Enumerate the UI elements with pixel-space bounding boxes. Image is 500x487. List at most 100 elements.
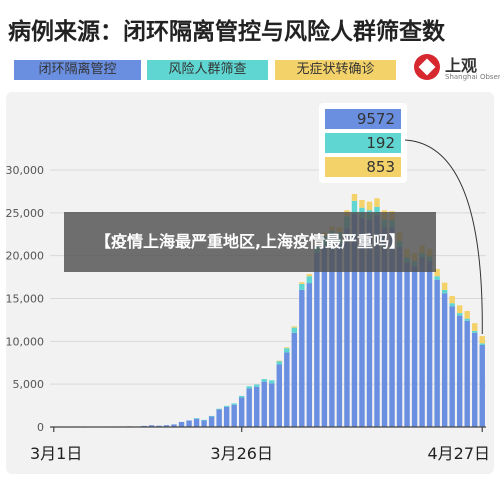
bar-segment xyxy=(246,386,252,389)
bar-segment xyxy=(434,279,440,427)
bar-segment xyxy=(374,206,380,216)
bar-segment xyxy=(456,305,463,314)
y-tick-label: 30,000 xyxy=(6,164,45,177)
y-tick-label: 25,000 xyxy=(6,207,45,220)
bar-segment xyxy=(464,310,470,319)
y-tick-label: 10,000 xyxy=(6,335,45,348)
bar-segment xyxy=(291,332,298,427)
bar-segment xyxy=(449,303,455,307)
x-tick-label: 3月1日 xyxy=(30,444,82,463)
bar-segment xyxy=(359,217,365,427)
y-tick-label: 20,000 xyxy=(6,250,45,263)
callout-box xyxy=(325,109,401,129)
bar-segment xyxy=(171,424,177,427)
bar-segment xyxy=(299,283,305,290)
bar-segment xyxy=(472,330,478,333)
logo-mark-icon xyxy=(414,54,440,80)
bar-segment xyxy=(261,381,267,427)
y-tick-label: 0 xyxy=(37,421,44,434)
bar-segment xyxy=(291,327,298,333)
legend-item-asymptomatic-to-confirmed: 无症状转确诊 xyxy=(275,60,396,80)
legend-item-risk-screening: 风险人群筛查 xyxy=(147,60,268,80)
bar-segment xyxy=(208,416,215,427)
bar-segment xyxy=(148,425,155,427)
bar-segment xyxy=(374,215,380,427)
shanghai-observer-logo-icon: 上观 Shanghai Observer xyxy=(414,52,500,86)
bar-segment xyxy=(156,425,162,427)
bar-segment xyxy=(329,241,335,427)
bar-segment xyxy=(186,420,192,427)
legend-label: 无症状转确诊 xyxy=(296,62,375,77)
bar-segment xyxy=(321,245,328,427)
bar-segment xyxy=(276,361,282,365)
bar-segment xyxy=(261,379,267,382)
x-tick-label: 3月26日 xyxy=(210,444,273,463)
bar-segment xyxy=(269,380,275,384)
bar-segment xyxy=(336,243,343,427)
bar-segment xyxy=(434,276,440,280)
bar-segment xyxy=(284,348,290,353)
bar-segment xyxy=(238,397,245,427)
bar-segment xyxy=(231,403,237,405)
bar-segment xyxy=(464,318,470,321)
article-title-overlay: 【疫情上海最严重地区,上海疫情最严重吗】 xyxy=(64,212,436,272)
bar-segment xyxy=(299,282,305,284)
bar-segment xyxy=(246,388,252,427)
bar-segment xyxy=(366,201,373,211)
x-tick-label: 4月27日 xyxy=(427,444,490,463)
bar-segment xyxy=(306,274,313,277)
legend-item-closed-loop: 闭环隔离管控 xyxy=(14,60,141,80)
legend-label: 闭环隔离管控 xyxy=(38,62,117,77)
bar-segment xyxy=(366,219,373,427)
bar-segment xyxy=(359,199,365,208)
bar-segment xyxy=(276,364,282,427)
bar-segment xyxy=(284,347,290,349)
bar-segment xyxy=(276,360,282,362)
bar-segment xyxy=(344,228,350,427)
bar-segment xyxy=(299,289,305,427)
callout-box xyxy=(325,133,401,153)
bar-segment xyxy=(411,265,418,427)
callout-box xyxy=(325,157,401,177)
callout-value: 9572 xyxy=(357,110,395,128)
bar-segment xyxy=(456,313,463,316)
bar-segment xyxy=(193,418,200,419)
bar-segment xyxy=(419,257,425,427)
logo-subtitle: Shanghai Observer xyxy=(445,73,500,81)
bar-segment xyxy=(254,384,260,387)
bar-segment xyxy=(479,344,485,427)
bar-segment xyxy=(208,415,215,417)
bar-segment xyxy=(201,420,207,427)
bar-segment xyxy=(404,262,410,427)
bar-segment xyxy=(479,336,485,344)
bar-segment xyxy=(238,395,245,398)
bar-segment xyxy=(351,213,358,427)
bar-segment xyxy=(441,293,448,427)
y-tick-label: 15,000 xyxy=(6,293,45,306)
bar-segment xyxy=(223,405,230,407)
bar-segment xyxy=(441,289,448,294)
bar-segment xyxy=(351,193,358,201)
bar-segment xyxy=(434,268,440,277)
bar-segment xyxy=(269,383,275,427)
bar-segment xyxy=(314,253,320,427)
bar-segment xyxy=(449,295,455,304)
bar-segment xyxy=(291,326,298,328)
bar-segment xyxy=(306,283,313,427)
bar-segment xyxy=(306,276,313,284)
callout-connector xyxy=(404,139,483,335)
bar-segment xyxy=(216,409,222,427)
bar-segment xyxy=(381,227,388,427)
bar-segment xyxy=(351,200,358,214)
bar-segment xyxy=(201,419,207,421)
legend-label: 风险人群筛查 xyxy=(168,62,247,77)
bar-segment xyxy=(396,247,403,427)
bar-segment xyxy=(284,352,290,427)
callout-value: 192 xyxy=(366,134,395,152)
bar-segment xyxy=(464,320,470,427)
y-tick-label: 5,000 xyxy=(13,378,45,391)
bar-segment xyxy=(374,198,380,207)
bar-segment xyxy=(254,386,260,427)
